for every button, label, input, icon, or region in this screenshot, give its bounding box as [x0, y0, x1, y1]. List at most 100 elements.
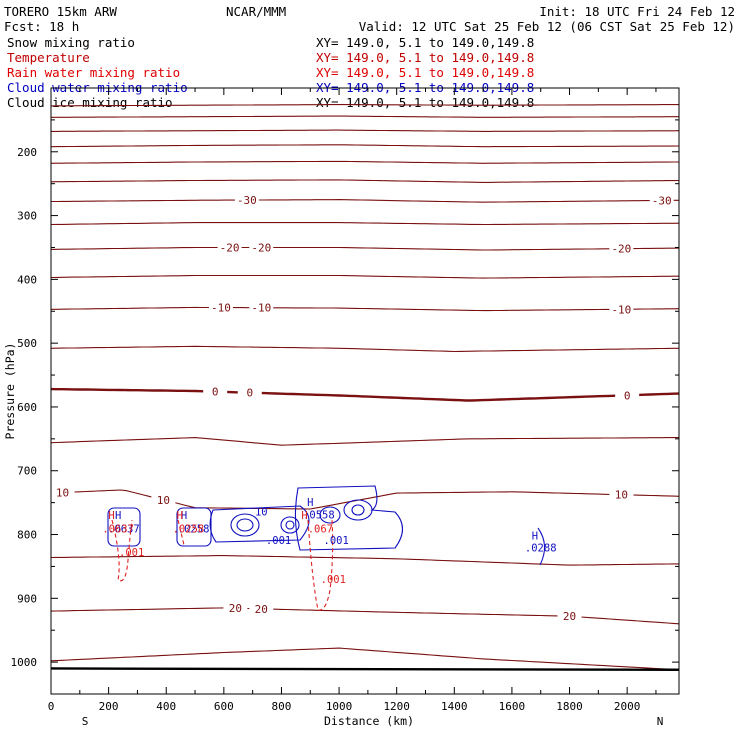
cloud-water-label: H: [115, 510, 121, 522]
cloud-water-label: H: [181, 510, 187, 522]
x-end-label-left: S: [82, 715, 89, 728]
legend-field-name: Cloud ice mixing ratio: [7, 95, 173, 110]
y-tick-label: 400: [17, 273, 37, 286]
isotherm-line: [50, 387, 680, 402]
cloud-water-label: H: [307, 497, 313, 509]
x-tick-label: 1200: [383, 700, 410, 713]
isotherm-line: [50, 555, 679, 566]
isotherm-label: -20: [220, 241, 240, 254]
isotherm-label-bg: [234, 194, 259, 207]
x-tick-label: 1600: [499, 700, 526, 713]
isotherm-line: [50, 144, 680, 148]
rain-label: .001: [321, 574, 346, 586]
isotherm-label-bg: [223, 602, 248, 615]
cloud-water-label: .0258: [178, 524, 210, 536]
isotherm-label-bg: [609, 488, 634, 501]
isotherm-line: [50, 160, 679, 164]
rain-label: H: [108, 510, 114, 522]
isotherm-label-bg: [217, 241, 242, 254]
legend-field-name: Snow mixing ratio: [7, 35, 135, 50]
isotherm-line: [50, 222, 680, 226]
header-init: Init: 18 UTC Fri 24 Feb 12: [539, 4, 735, 19]
header-center: NCAR/MMM: [226, 4, 286, 19]
isotherm-label-bg: [50, 486, 75, 499]
plot-area: -30 -30 -20 -20 -20 -10 -10 -10 0 0 0 10 10 10 20 20 20 H…: [50, 104, 680, 671]
x-tick-label: 1000: [326, 700, 353, 713]
isotherm-line: [50, 274, 679, 279]
isotherm-label-bg: [203, 385, 228, 398]
isotherm-line: [50, 647, 680, 671]
isotherm-line: [51, 129, 680, 132]
x-tick-label: 800: [272, 700, 292, 713]
isotherm-label-bg: [237, 386, 262, 399]
cloud-water-label: H: [532, 531, 538, 543]
isotherm-label: -10: [611, 303, 631, 316]
isotherm-label: 20: [229, 602, 242, 615]
isotherm-label: -20: [611, 243, 631, 256]
isotherm-line: [50, 437, 679, 446]
x-axis-label: Distance (km): [324, 714, 414, 728]
isotherm-label: 10: [157, 494, 170, 507]
legend-field-xy: XY= 149.0, 5.1 to 149.0,149.8: [316, 95, 534, 110]
isotherm-label-bg: [151, 493, 176, 506]
isotherm-label: 0: [246, 387, 253, 400]
isotherm-label-bg: [649, 194, 674, 207]
y-tick-label: 900: [17, 592, 37, 605]
cloud-water-label: 10: [255, 506, 268, 518]
y-tick-label: 700: [17, 465, 37, 478]
isotherm-label-bg: [609, 242, 634, 255]
x-tick-label: 2000: [614, 700, 641, 713]
isotherm-label: 10: [56, 487, 69, 500]
isotherm-label: 20: [563, 610, 576, 623]
rain-label: H: [301, 510, 307, 522]
isotherm-label: 0: [624, 389, 631, 402]
x-tick-label: 0: [48, 700, 55, 713]
header-fcst: Fcst: 18 h: [4, 19, 79, 34]
x-tick-label: 1800: [556, 700, 583, 713]
isotherm-label: -10: [251, 302, 271, 315]
header-model: TORERO 15km ARW: [4, 4, 117, 19]
isotherm-line: [51, 115, 679, 118]
isotherm-line: [51, 199, 679, 203]
x-tick-label: 1400: [441, 700, 468, 713]
field-legend: Snow mixing ratio XY= 149.0, 5.1 to 149.0…: [7, 35, 534, 110]
x-tick-label: 600: [214, 700, 234, 713]
x-tick-label: 400: [156, 700, 176, 713]
cloud-water-label: .001: [266, 535, 291, 547]
y-tick-label: 500: [17, 337, 37, 350]
rain-label: .0258: [173, 524, 205, 536]
y-tick-label: 200: [17, 146, 37, 159]
surface-line: [50, 667, 680, 671]
isotherm-label-bg: [609, 303, 634, 316]
isotherm-label: -30: [237, 194, 257, 207]
rain-water-contours: [111, 519, 334, 611]
y-tick-label: 1000: [11, 656, 38, 669]
isotherm-line: [50, 489, 680, 510]
temperature-contours: [50, 104, 680, 671]
isotherm-label: 20: [255, 603, 268, 616]
legend-field-xy: XY= 149.0, 5.1 to 149.0,149.8: [316, 35, 534, 50]
x-tick-label: 200: [99, 700, 119, 713]
y-tick-label: 600: [17, 401, 37, 414]
isotherm-label-bg: [249, 602, 274, 615]
isotherm-label-bg: [615, 389, 640, 402]
isotherm-label-bg: [208, 301, 233, 314]
contour-labels: -30 -30 -20 -20 -20 -10 -10 -10 0 0 0 10 10 10 20 20 20 H…: [50, 194, 674, 623]
isotherm-label: 10: [615, 489, 628, 502]
rain-label: .067: [308, 524, 333, 536]
y-tick-label: 300: [17, 210, 37, 223]
isotherm-line: [50, 607, 680, 625]
cloud-water-label: .0637: [108, 524, 140, 536]
isotherm-label-bg: [249, 241, 274, 254]
cloud-water-label: .0558: [303, 510, 335, 522]
rain-label: .001: [119, 547, 144, 559]
isotherm-label: -20: [251, 241, 271, 254]
legend-field-name: Temperature: [7, 50, 90, 65]
x-end-label-right: N: [657, 715, 664, 728]
cloud-water-contours: [107, 485, 546, 566]
isotherm-label: 0: [212, 386, 219, 399]
isotherm-label-bg: [249, 301, 274, 314]
isotherm-label: -10: [211, 302, 231, 315]
isotherm-line: [50, 179, 680, 183]
